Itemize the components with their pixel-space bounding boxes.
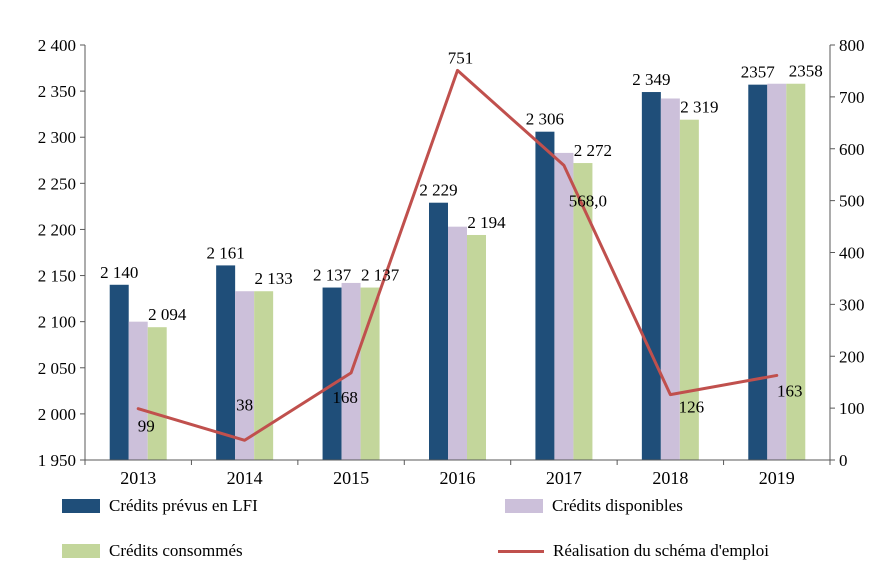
legend-item-credits-disponibles: Crédits disponibles xyxy=(505,496,683,516)
x-axis-category-label: 2016 xyxy=(440,468,476,488)
bar-value-label: 2 272 xyxy=(574,141,612,160)
line-value-label: 568,0 xyxy=(569,191,607,210)
bar-credits-consommes-2015 xyxy=(360,287,380,460)
legend-label: Crédits disponibles xyxy=(552,496,683,515)
line-value-label: 168 xyxy=(332,388,358,407)
legend-bar-swatch xyxy=(505,499,543,513)
x-axis-category-label: 2019 xyxy=(759,468,795,488)
bar-credits-prevus-en-lfi-2014 xyxy=(216,265,236,460)
bar-credits-disponibles-2017 xyxy=(554,152,574,460)
bar-credits-consommes-2019 xyxy=(786,83,806,460)
left-axis-tick-label: 2 150 xyxy=(38,267,76,286)
line-value-label: 163 xyxy=(777,381,803,400)
bar-credits-consommes-2014 xyxy=(254,291,274,460)
bar-credits-disponibles-2018 xyxy=(660,98,680,460)
line-value-label: 751 xyxy=(448,48,474,67)
legend-item-realisation-du-schema-d-emploi: Réalisation du schéma d'emploi xyxy=(498,541,769,561)
x-axis-category-label: 2013 xyxy=(120,468,156,488)
bar-credits-prevus-en-lfi-2019 xyxy=(748,84,768,461)
bar-value-label: 2 137 xyxy=(361,266,400,285)
legend-bar-swatch xyxy=(62,499,100,513)
left-axis-tick-label: 2 250 xyxy=(38,174,76,193)
bar-credits-prevus-en-lfi-2015 xyxy=(322,287,342,460)
bar-credits-consommes-2017 xyxy=(573,163,593,461)
left-axis-tick-label: 2 100 xyxy=(38,313,76,332)
line-value-label: 38 xyxy=(236,395,253,414)
plot-area: 1 950 2 000 2 050 2 100 2 150 2 200 2 250 2 300… xyxy=(38,36,865,488)
right-axis-tick-label: 500 xyxy=(839,192,865,211)
bar-value-label: 2 194 xyxy=(467,213,506,232)
bar-credits-consommes-2018 xyxy=(679,119,699,460)
legend-line-swatch xyxy=(498,549,544,553)
left-axis-tick-label: 2 350 xyxy=(38,82,76,101)
x-axis-category-label: 2018 xyxy=(652,468,688,488)
legend-label: Crédits prévus en LFI xyxy=(109,496,258,515)
line-realisation-du-schema-d-emploi xyxy=(136,68,779,442)
right-axis-tick-label: 600 xyxy=(839,140,865,159)
bar-value-label: 2 140 xyxy=(100,263,138,282)
bar-value-label: 2 319 xyxy=(680,98,718,117)
x-axis-category-label: 2015 xyxy=(333,468,369,488)
bar-value-label: 2 306 xyxy=(526,110,564,129)
right-axis-tick-label: 300 xyxy=(839,295,865,314)
bar-credits-prevus-en-lfi-2018 xyxy=(641,92,661,461)
left-axis-tick-label: 2 400 xyxy=(38,36,76,55)
bar-value-label: 2 161 xyxy=(207,243,245,262)
left-axis-tick-label: 2 300 xyxy=(38,128,76,147)
right-axis-tick-label: 100 xyxy=(839,399,865,418)
legend-label: Crédits consommés xyxy=(109,541,243,560)
bar-credits-disponibles-2019 xyxy=(767,83,787,460)
bar-value-label: 2 133 xyxy=(255,269,293,288)
bar-value-label: 2358 xyxy=(789,62,823,81)
bar-credits-consommes-2016 xyxy=(467,234,486,460)
right-axis-tick-label: 0 xyxy=(839,451,848,470)
legend-bar-swatch xyxy=(62,544,100,558)
left-axis-tick-label: 2 000 xyxy=(38,405,76,424)
legend-item-credits-consommes: Crédits consommés xyxy=(62,541,243,561)
x-axis-category-label: 2017 xyxy=(546,468,582,488)
left-axis-tick-label: 1 950 xyxy=(38,451,76,470)
bar-credits-prevus-en-lfi-2016 xyxy=(429,202,448,460)
bar-credits-prevus-en-lfi-2013 xyxy=(109,284,129,460)
left-axis-tick-label: 2 050 xyxy=(38,359,76,378)
line-value-label: 126 xyxy=(679,398,705,417)
line-value-label: 99 xyxy=(138,417,155,436)
left-axis-tick-label: 2 200 xyxy=(38,220,76,239)
bar-credits-disponibles-2014 xyxy=(235,291,255,460)
right-axis-tick-label: 800 xyxy=(839,36,865,55)
bar-value-label: 2 229 xyxy=(419,181,457,200)
legend-label: Réalisation du schéma d'emploi xyxy=(553,541,769,560)
x-axis-category-label: 2014 xyxy=(227,468,263,488)
legend-item-credits-prevus-en-lfi: Crédits prévus en LFI xyxy=(62,496,258,516)
bar-value-label: 2 094 xyxy=(148,305,187,324)
bar-credits-prevus-en-lfi-2017 xyxy=(535,131,555,460)
bar-credits-disponibles-2013 xyxy=(128,321,148,460)
right-axis-tick-label: 700 xyxy=(839,88,865,107)
right-axis-tick-label: 400 xyxy=(839,244,865,263)
bar-credits-consommes-2013 xyxy=(147,327,167,460)
bar-credits-disponibles-2016 xyxy=(448,226,467,460)
right-axis-tick-label: 200 xyxy=(839,347,865,366)
bar-value-label: 2357 xyxy=(741,63,776,82)
bar-value-label: 2 137 xyxy=(313,266,352,285)
bar-value-label: 2 349 xyxy=(632,70,670,89)
